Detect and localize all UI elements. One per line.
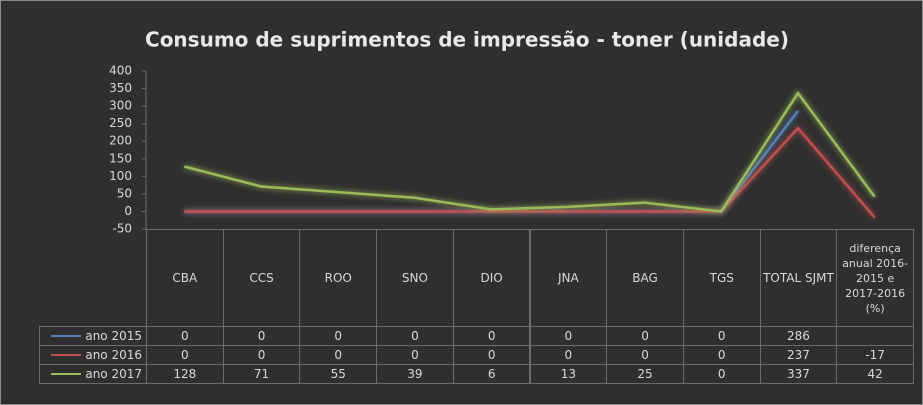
table-value: 0	[376, 345, 454, 365]
category-label: JNA	[529, 229, 608, 327]
legend-key	[51, 354, 82, 356]
category-label: CCS	[222, 229, 301, 327]
legend-label: ano 2016	[85, 347, 142, 362]
table-value: 6	[452, 364, 531, 384]
table-value: 71	[222, 364, 301, 384]
table-value: 0	[606, 345, 684, 365]
legend-entry: ano 2016	[39, 345, 147, 365]
y-tick-label: 0	[124, 204, 132, 218]
table-value	[836, 326, 914, 346]
y-tick-label: 50	[117, 186, 132, 200]
category-label: BAG	[606, 229, 684, 327]
table-value: 0	[606, 326, 684, 346]
y-tick-label: 250	[109, 116, 132, 130]
series-line	[184, 110, 799, 213]
series-line	[184, 126, 876, 219]
table-value: 0	[299, 326, 378, 346]
category-label: TOTAL SJMT	[759, 229, 838, 327]
y-tick-label: 150	[109, 151, 132, 165]
table-value: -17	[836, 345, 914, 365]
table-value: 39	[376, 364, 454, 384]
series-line	[184, 90, 876, 213]
table-value: 0	[299, 345, 378, 365]
table-value: 25	[606, 364, 684, 384]
table-value: 0	[376, 326, 454, 346]
table-value: 0	[529, 345, 608, 365]
table-value: 42	[836, 364, 914, 384]
table-value: 0	[682, 345, 761, 365]
y-tick-label: 300	[109, 99, 132, 113]
table-value: 0	[146, 326, 224, 346]
table-value: 286	[759, 326, 838, 346]
table-value: 0	[222, 345, 301, 365]
table-value: 0	[682, 364, 761, 384]
table-value: 128	[146, 364, 224, 384]
table-value: 0	[529, 326, 608, 346]
y-tick-label: 400	[109, 64, 132, 78]
category-label: ROO	[299, 229, 378, 327]
legend-key	[51, 335, 82, 337]
y-tick-label: 100	[109, 169, 132, 183]
table-value: 13	[529, 364, 608, 384]
table-value: 337	[759, 364, 838, 384]
y-tick-label: -50	[112, 222, 132, 236]
chart-title: Consumo de suprimentos de impressão - to…	[145, 28, 789, 52]
table-value: 0	[146, 345, 224, 365]
table-value: 0	[222, 326, 301, 346]
category-label: DIO	[452, 229, 531, 327]
table-value: 0	[452, 345, 531, 365]
legend-label: ano 2015	[85, 328, 142, 343]
category-label: diferença anual 2016-2015 e 2017-2016 (%…	[836, 229, 914, 327]
category-label: SNO	[376, 229, 454, 327]
legend-entry: ano 2017	[39, 364, 147, 384]
legend-entry: ano 2015	[39, 326, 147, 346]
legend-key	[51, 373, 82, 375]
table-value: 237	[759, 345, 838, 365]
table-value: 55	[299, 364, 378, 384]
legend-label: ano 2017	[85, 366, 142, 381]
category-label: CBA	[146, 229, 224, 327]
table-value: 0	[682, 326, 761, 346]
category-label: TGS	[682, 229, 761, 327]
y-tick-label: 350	[109, 81, 132, 95]
y-tick-label: 200	[109, 134, 132, 148]
table-value: 0	[452, 326, 531, 346]
